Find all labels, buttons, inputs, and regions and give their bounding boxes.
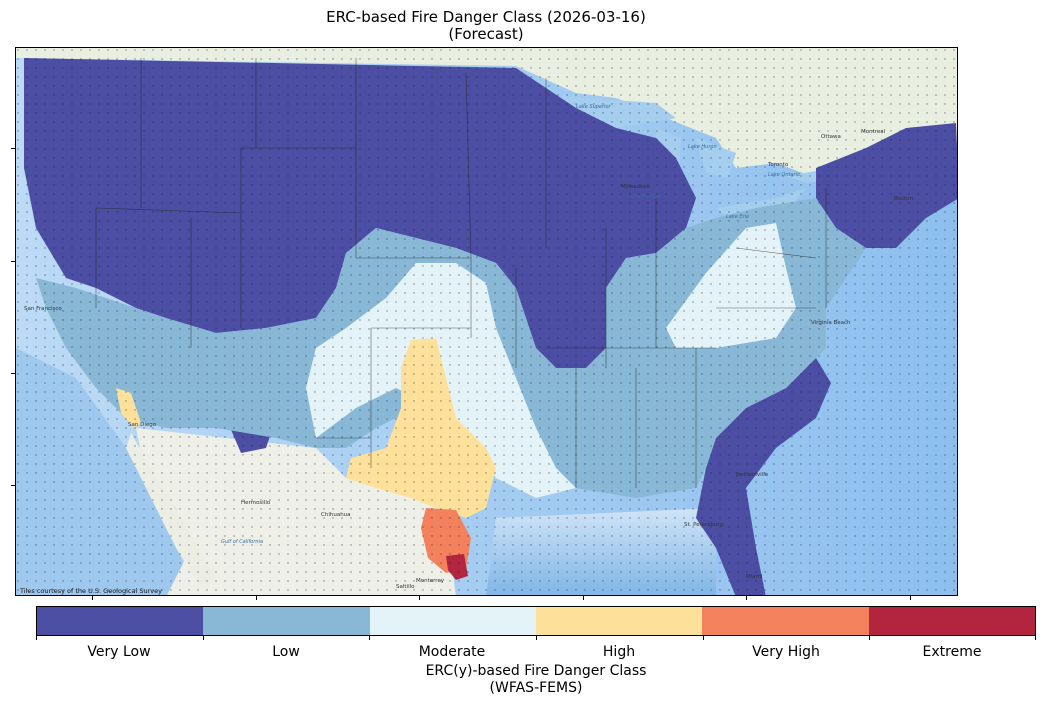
legend-label-low: Low (272, 644, 300, 660)
colorbar-title: ERC(y)-based Fire Danger Class (425, 663, 647, 679)
label-toronto: Toronto (767, 162, 789, 168)
label-lake-michigan: Lake Michigan (628, 194, 664, 200)
legend-label-moderate: Moderate (418, 644, 486, 660)
label-lake-huron: Lake Huron (688, 144, 717, 150)
label-virginia-beach: Virginia Beach (811, 320, 851, 326)
map-panel[interactable]: Hermosillo Chihuahua Monterrey Saltillo … (15, 47, 958, 596)
label-chihuahua: Chihuahua (321, 512, 351, 518)
label-lake-ontario: Lake Ontario (768, 172, 800, 178)
y-tick (11, 485, 15, 486)
label-boston: Boston (894, 196, 914, 202)
x-tick (256, 596, 257, 600)
colorbar-extreme (868, 607, 1035, 635)
legend-label-extreme: Extreme (922, 644, 982, 660)
colorbar-moderate (369, 607, 536, 635)
label-hermosillo: Hermosillo (241, 500, 271, 506)
y-tick (11, 148, 15, 149)
label-gulf-of-california: Gulf of California (221, 539, 263, 545)
label-lake-superior: Lake Superior (576, 104, 612, 110)
colorbar-very-low (37, 607, 204, 635)
map-title: ERC-based Fire Danger Class (2026-03-16) (326, 8, 646, 26)
x-tick (746, 596, 747, 600)
legend-label-very-high: Very High (752, 644, 820, 660)
colorbar-tick (203, 636, 204, 640)
state-boundaries (95, 58, 827, 488)
y-tick (11, 261, 15, 262)
x-tick (910, 596, 911, 600)
station-dots-overlay (16, 48, 957, 595)
x-tick (92, 596, 93, 600)
label-monterrey: Monterrey (416, 578, 445, 584)
colorbar-subtitle: (WFAS-FEMS) (489, 680, 583, 696)
label-ottawa: Ottawa (821, 134, 841, 140)
label-lake-erie: Lake Erie (726, 214, 749, 220)
y-tick (11, 373, 15, 374)
legend-label-very-low: Very Low (87, 644, 151, 660)
legend-label-high: High (602, 644, 636, 660)
tile-attribution: Tiles courtesy of the U.S. Geological Su… (20, 587, 162, 595)
colorbar-very-high (702, 607, 869, 635)
colorbar-tick (36, 636, 37, 640)
colorbar-tick (536, 636, 537, 640)
colorbar-high (535, 607, 703, 635)
colorbar-tick (869, 636, 870, 640)
label-montreal: Montreal (861, 129, 886, 135)
colorbar-tick (703, 636, 704, 640)
label-san-francisco: San Francisco (24, 306, 62, 312)
label-st-petersburg: St. Petersburg (684, 522, 723, 528)
colorbar (36, 606, 1036, 636)
colorbar-tick (369, 636, 370, 640)
map-subtitle: (Forecast) (448, 25, 524, 43)
x-tick (419, 596, 420, 600)
colorbar-low (203, 607, 370, 635)
label-jacksonville: Jacksonville (735, 472, 769, 478)
x-tick (583, 596, 584, 600)
label-miami: Miami (746, 574, 763, 580)
label-saltillo: Saltillo (396, 584, 415, 590)
fire-danger-map[interactable]: Hermosillo Chihuahua Monterrey Saltillo … (16, 48, 958, 596)
label-san-diego: San Diego (128, 422, 157, 428)
colorbar-tick (1035, 636, 1036, 640)
label-milwaukee: Milwaukee (621, 184, 651, 190)
